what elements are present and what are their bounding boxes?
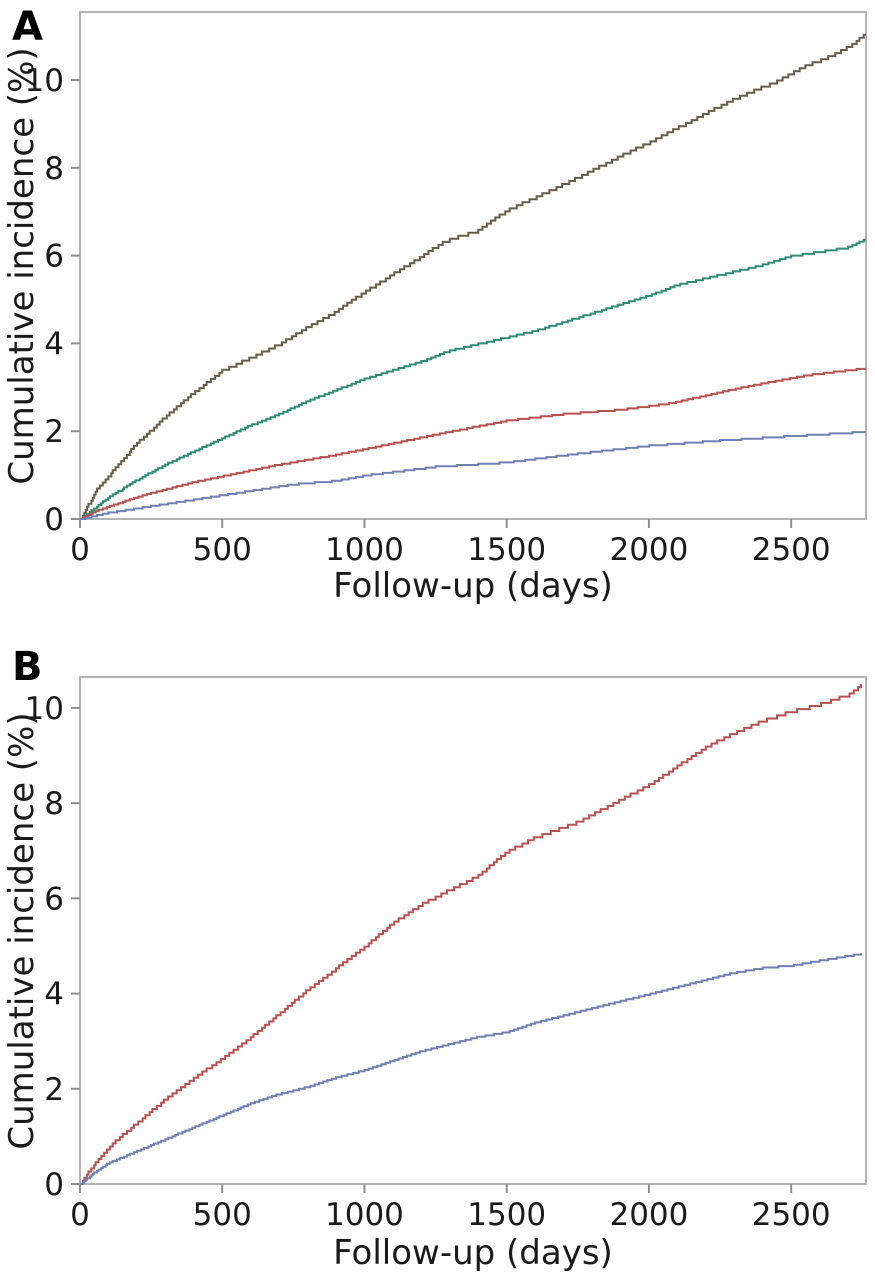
x-tick-label: 0	[70, 532, 90, 568]
y-tick-label: 2	[44, 414, 64, 450]
y-tick-label: 6	[44, 881, 64, 917]
y-tick-label: 10	[25, 691, 64, 727]
x-tick-label: 2000	[609, 532, 688, 568]
x-tick-label: 500	[193, 532, 252, 568]
panel-a-x-axis-label: Follow-up (days)	[333, 566, 613, 606]
x-tick-label: 1500	[467, 532, 546, 568]
series-curve-red	[80, 367, 866, 520]
y-tick-label: 4	[44, 977, 64, 1013]
y-tick-label: 4	[44, 326, 64, 362]
panel-b-x-axis-label: Follow-up (days)	[333, 1233, 613, 1273]
series-curve-teal	[80, 238, 866, 520]
series-curve-blue	[80, 431, 866, 520]
x-tick-label: 0	[70, 1197, 90, 1233]
x-tick-label: 1000	[325, 532, 404, 568]
series-curve-red	[80, 684, 862, 1185]
panel-a-y-axis-label: Cumulative incidence (%)	[2, 47, 42, 485]
panel-b-y-axis-label: Cumulative incidence (%)	[2, 712, 42, 1150]
x-tick-label: 1000	[325, 1197, 404, 1233]
y-tick-label: 8	[44, 786, 64, 822]
x-tick-label: 2000	[609, 1197, 688, 1233]
panel-a-letter: A	[12, 4, 43, 50]
x-tick-label: 500	[193, 1197, 252, 1233]
series-curve-blue	[80, 953, 862, 1185]
panel-b-plot-border	[79, 676, 867, 1185]
y-tick-label: 0	[44, 502, 64, 538]
x-tick-label: 2500	[752, 1197, 831, 1233]
y-tick-label: 0	[44, 1167, 64, 1203]
y-tick-label: 8	[44, 151, 64, 187]
x-tick-label: 2500	[752, 532, 831, 568]
series-curve-olive-brown	[80, 33, 866, 520]
panel-a-plot-border	[79, 11, 867, 520]
x-tick-label: 1500	[467, 1197, 546, 1233]
y-tick-label: 2	[44, 1072, 64, 1108]
y-tick-label: 6	[44, 239, 64, 275]
y-tick-label: 10	[25, 63, 64, 99]
panel-b-letter: B	[12, 644, 43, 690]
